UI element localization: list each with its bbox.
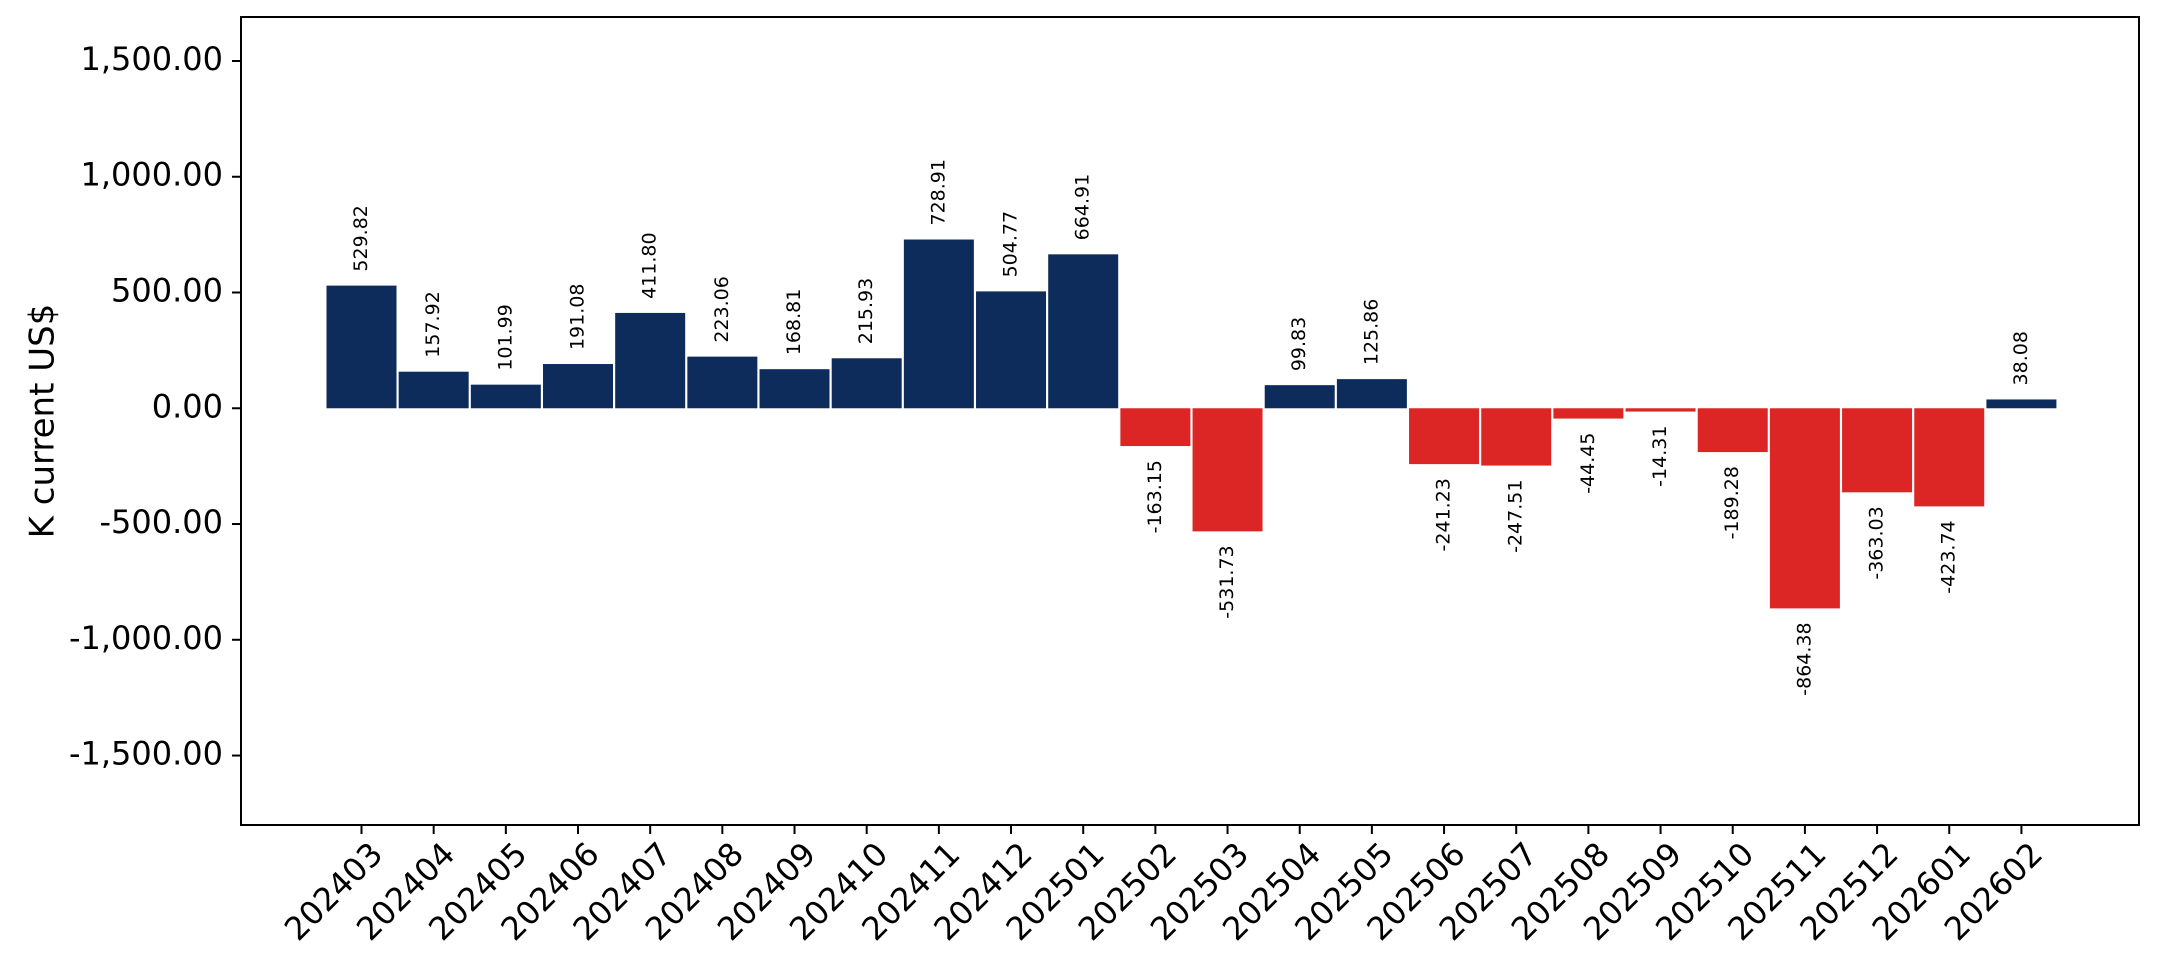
y-axis: -1,500.00 -1,000.00 -500.00 0.00 500.00 1,000…: [69, 40, 241, 773]
data-label: -189.28: [1721, 466, 1743, 539]
data-label: -363.03: [1866, 506, 1888, 579]
bar: [1409, 408, 1480, 465]
data-label: -247.51: [1505, 480, 1527, 553]
data-label: 504.77: [1000, 211, 1022, 277]
y-tick-label: 1,500.00: [81, 40, 224, 78]
data-label: -423.74: [1938, 520, 1960, 593]
y-tick-label: -1,500.00: [69, 735, 223, 773]
bar: [1481, 408, 1552, 466]
data-label: 101.99: [494, 304, 516, 370]
y-tick-label: 0.00: [152, 387, 223, 425]
bar: [759, 369, 830, 409]
data-label: 223.06: [711, 276, 733, 342]
y-tick-label: -500.00: [99, 503, 223, 541]
plot-frame: [240, 16, 2140, 826]
data-label: 215.93: [855, 278, 877, 344]
data-label: 191.08: [567, 284, 589, 350]
bar: [1914, 408, 1985, 507]
y-tick-label: 500.00: [111, 272, 223, 310]
data-label: -163.15: [1144, 460, 1166, 533]
data-label: 728.91: [927, 159, 949, 225]
bars: [326, 239, 2057, 609]
data-label: -14.31: [1649, 426, 1671, 487]
bar: [687, 356, 758, 409]
bar: [1842, 408, 1913, 493]
bar: [326, 285, 397, 409]
bar: [615, 312, 686, 409]
bar: [1048, 254, 1119, 409]
data-label: 125.86: [1360, 299, 1382, 365]
data-label: 99.83: [1288, 317, 1310, 371]
bar: [1553, 408, 1624, 419]
bar: [1769, 408, 1840, 609]
data-label: -241.23: [1433, 478, 1455, 551]
bar: [398, 371, 469, 409]
data-label: 157.92: [422, 291, 444, 357]
bar: [1625, 408, 1696, 412]
data-labels: 529.82 157.92 101.99 191.08 411.80 223.06 168.…: [350, 159, 2032, 696]
bar: [976, 291, 1047, 409]
y-tick-label: -1,000.00: [69, 619, 223, 657]
data-label: 411.80: [639, 232, 661, 298]
bar: [1986, 399, 2057, 409]
bar: [470, 384, 541, 409]
bar: [1697, 408, 1768, 453]
bar: [1120, 408, 1191, 447]
data-label: 529.82: [350, 205, 372, 271]
bar: [1336, 379, 1407, 409]
bar: [1264, 385, 1335, 409]
data-label: -531.73: [1216, 545, 1238, 618]
bar: [831, 358, 902, 409]
bar: [1192, 408, 1263, 532]
x-axis: 2024032024042024052024062024072024082024…: [277, 825, 2050, 948]
data-label: -44.45: [1577, 433, 1599, 494]
data-label: 168.81: [783, 289, 805, 355]
data-label: -864.38: [1793, 622, 1815, 695]
bar: [903, 239, 974, 409]
y-tick-label: 1,000.00: [81, 156, 224, 194]
y-axis-title: K current US$: [23, 304, 63, 539]
data-label: 664.91: [1072, 174, 1094, 240]
data-label: 38.08: [2010, 331, 2032, 385]
bar: [543, 364, 614, 409]
